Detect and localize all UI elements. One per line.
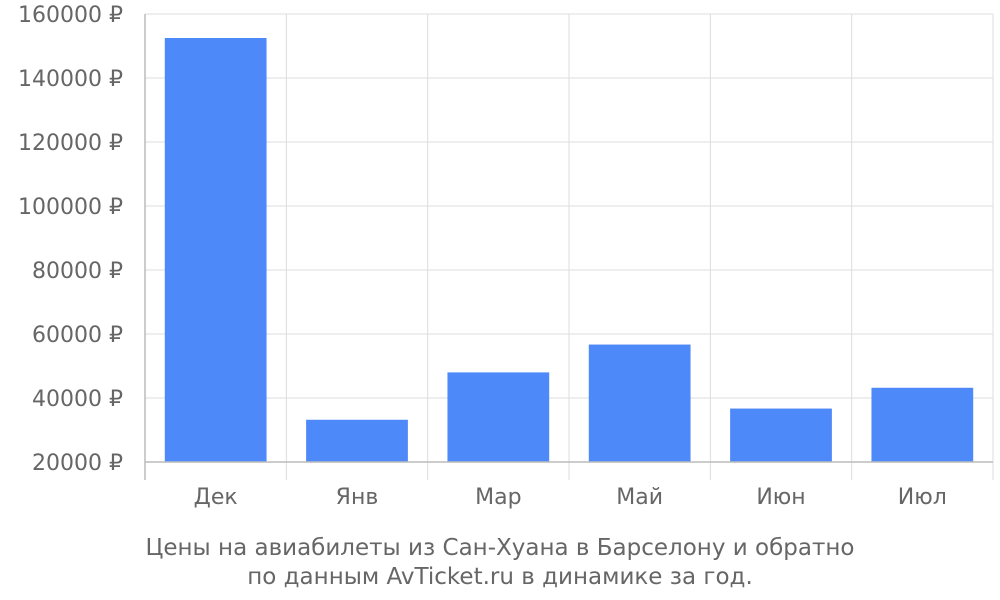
y-tick-label: 60000 ₽ xyxy=(32,323,123,348)
bars xyxy=(164,38,974,462)
x-tick-label: Июн xyxy=(756,485,805,510)
y-tick-label: 120000 ₽ xyxy=(18,131,123,156)
caption-line-1: Цены на авиабилеты из Сан-Хуана в Барсел… xyxy=(146,535,855,561)
grid-lines xyxy=(145,13,994,480)
bar xyxy=(588,344,691,462)
x-tick-label: Янв xyxy=(336,485,379,510)
axes xyxy=(144,14,993,480)
bar xyxy=(730,408,832,462)
x-tick-label: Май xyxy=(616,485,663,510)
x-tick-label: Дек xyxy=(194,485,238,510)
caption-line-2: по данным AvTicket.ru в динамике за год. xyxy=(247,564,753,590)
bar xyxy=(164,38,267,462)
x-axis-tick-labels: Дек Янв Мар Май Июн Июл xyxy=(194,485,947,510)
y-tick-label: 20000 ₽ xyxy=(32,451,123,476)
bar xyxy=(306,419,408,462)
bar xyxy=(447,372,550,462)
y-tick-label: 140000 ₽ xyxy=(18,67,123,92)
x-tick-label: Июл xyxy=(898,485,947,510)
y-tick-label: 40000 ₽ xyxy=(32,387,123,412)
x-tick-label: Мар xyxy=(475,485,521,510)
y-tick-label: 100000 ₽ xyxy=(18,195,123,220)
y-axis-tick-labels: 20000 ₽ 40000 ₽ 60000 ₽ 80000 ₽ 100000 ₽ 1200… xyxy=(18,3,123,476)
y-tick-label: 160000 ₽ xyxy=(18,3,123,28)
bar xyxy=(871,387,974,462)
y-tick-label: 80000 ₽ xyxy=(32,259,123,284)
